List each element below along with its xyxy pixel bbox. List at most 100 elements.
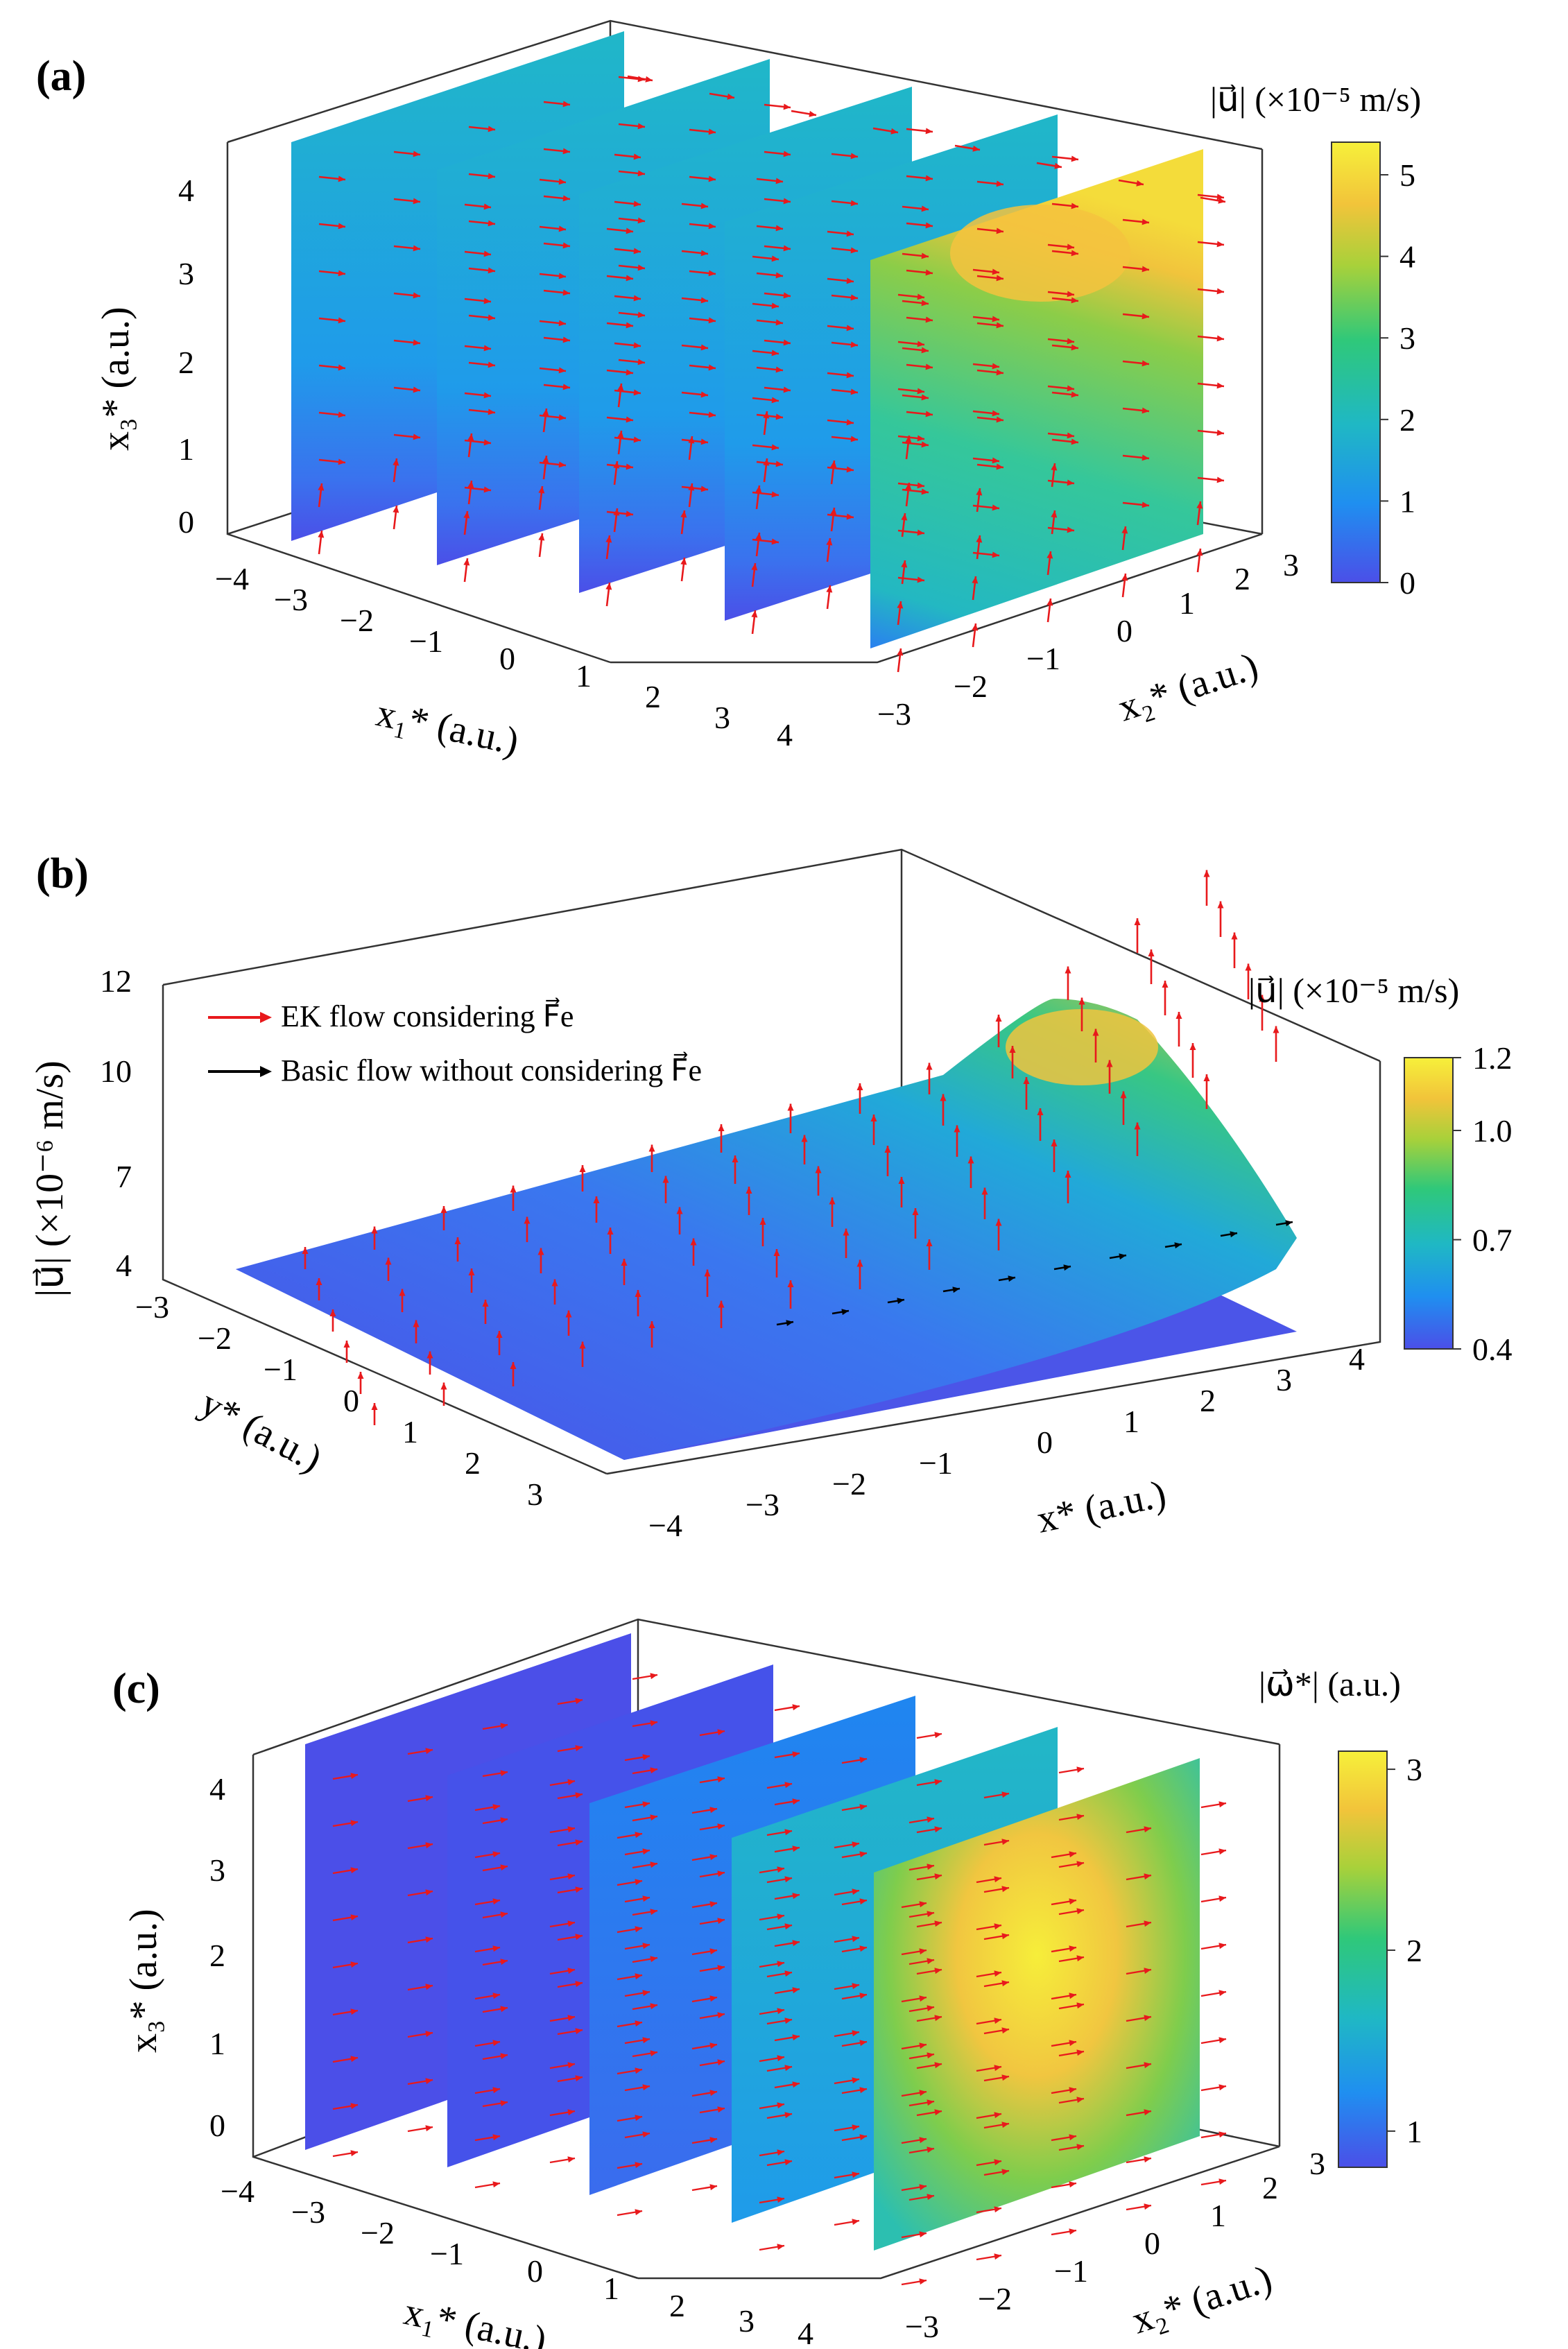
z-label-a: x₃* (a.u.) [94, 307, 137, 451]
quiver-arrowhead [952, 1287, 960, 1293]
panel-c-tag: (c) [112, 1665, 160, 1712]
quiver-arrowhead [567, 2062, 575, 2069]
quiver-arrowhead [500, 1959, 508, 1965]
quiver-arrowhead [1218, 1895, 1226, 1902]
quiver-arrowhead [662, 1176, 669, 1183]
x-tick-a-3: −1 [409, 623, 443, 659]
quiver-arrowhead [1218, 197, 1225, 204]
quiver-arrowhead [343, 1341, 350, 1348]
quiver-arrowhead [492, 2087, 500, 2094]
quiver-arrowhead [635, 2020, 642, 2027]
quiver-arrowhead [792, 1845, 800, 1852]
quiver-arrowhead [709, 1901, 717, 1908]
quiver-arrowhead [1162, 981, 1169, 988]
quiver-arrowhead [890, 128, 898, 135]
quiver-arrowhead [784, 2017, 792, 2024]
quiver-arrowhead [784, 2065, 792, 2072]
quiver-arrowhead [621, 1259, 628, 1266]
x-tick-a-5: 1 [576, 658, 592, 694]
quiver-arrowhead [784, 1876, 792, 1883]
quiver-arrowhead [488, 361, 495, 368]
quiver-arrowhead [792, 2034, 800, 2041]
quiver-arrowhead [1069, 2181, 1076, 2188]
quiver-arrowhead [1071, 155, 1078, 162]
quiver-arrowhead [917, 293, 924, 300]
quiver-arrowhead [783, 386, 791, 393]
quiver-arrowhead [1203, 870, 1210, 877]
quiver-arrowhead [972, 623, 979, 631]
quiver-arrowhead [1069, 1993, 1076, 1999]
quiver-arrowhead [994, 2253, 1001, 2260]
quiver-arrowhead [371, 1403, 378, 1410]
quiver-arrowhead [921, 252, 929, 259]
quiver-arrowhead [1203, 1074, 1210, 1081]
quiver-arrowhead [709, 2042, 717, 2049]
quiver-arrowhead [850, 200, 858, 207]
quiver-arrowhead [925, 222, 933, 229]
quiver-arrowhead [357, 1372, 364, 1379]
quiver-arrowhead [996, 180, 1003, 187]
quiver-arrowhead [992, 316, 999, 322]
quiver-arrowhead [626, 369, 633, 376]
quiver-arrowhead [567, 2015, 575, 2022]
quiver-arrowhead [635, 2067, 642, 2074]
quiver-arrowhead [1144, 2062, 1151, 2069]
x-tick-b-7: 3 [1276, 1362, 1292, 1397]
quiver-arrowhead [700, 250, 708, 257]
quiver-arrowhead [852, 1888, 859, 1895]
x-tick-b-5: 1 [1123, 1404, 1139, 1439]
quiver-arrowhead [1245, 963, 1252, 971]
quiver-arrowhead [425, 2031, 433, 2038]
quiver-arrowhead [483, 392, 491, 399]
quiver-arrowhead [338, 317, 345, 324]
quiver-arrowhead [492, 2040, 500, 2047]
quiver-arrowhead [934, 2109, 942, 2116]
x-tick-a-2: −2 [340, 603, 374, 638]
quiver-arrowhead [425, 2125, 433, 2132]
quiver-arrowhead [846, 277, 854, 284]
quiver-arrowhead [1141, 313, 1149, 320]
quiver-arrowhead [927, 2052, 934, 2059]
quiver-arrowhead [1046, 599, 1053, 606]
quiver-arrowhead [542, 408, 549, 416]
quiver-arrowhead [637, 217, 645, 224]
panel-b-x-ticks: −4 −3 −2 −1 0 1 2 3 4 [648, 1341, 1365, 1543]
quiver-arrowhead [500, 2100, 508, 2107]
panel-c-z-ticks: 0 1 2 3 4 [209, 1771, 225, 2143]
quiver-arrowhead [680, 558, 687, 565]
colorbar-tick-label: 0.7 [1472, 1223, 1513, 1258]
quiver-arrowhead [967, 1156, 974, 1164]
quiver-arrowhead [1067, 243, 1074, 250]
quiver-arrowhead [413, 198, 420, 205]
quiver-arrowhead [995, 1015, 1002, 1022]
quiver-arrowhead [650, 1767, 657, 1774]
quiver-arrowhead [700, 438, 708, 445]
quiver-arrowhead [1076, 2049, 1084, 2056]
quiver-arrowhead [751, 610, 758, 618]
quiver-arrowhead [919, 2090, 927, 2097]
x-tick-a-6: 2 [645, 679, 661, 714]
quiver-arrowhead [350, 2150, 358, 2157]
quiver-arrowhead [593, 1196, 600, 1203]
quiver-arrowhead [783, 292, 791, 299]
quiver-arrowhead [575, 1698, 583, 1705]
quiver-arrowhead [1051, 463, 1058, 471]
quiver-arrowhead [846, 325, 854, 332]
panel-b: (b) EK flow considering F⃗e Basic flow w… [28, 848, 1513, 1543]
panel-a-x-ticks: −4 −3 −2 −1 0 1 2 3 4 [215, 561, 793, 752]
quiver-arrowhead [1218, 1990, 1226, 1997]
quiver-arrowhead [338, 223, 345, 230]
quiver-arrowhead [579, 1341, 586, 1349]
colorbar-a-ticks: 0 1 2 3 4 5 [1380, 157, 1415, 601]
quiver-arrowhead [1231, 932, 1238, 940]
quiver-arrowhead [633, 295, 641, 302]
quiver-arrowhead [1136, 180, 1144, 187]
quiver-arrowhead [859, 1945, 867, 1952]
quiver-arrowhead [981, 1187, 988, 1195]
quiver-arrowhead [917, 576, 924, 583]
y-label-c: x₂* (a.u.) [1127, 2257, 1277, 2342]
quiver-arrowhead [917, 529, 924, 536]
quiver-arrowhead [567, 2109, 575, 2116]
quiver-arrowhead [917, 482, 924, 489]
quiver-arrowhead [927, 1911, 934, 1918]
